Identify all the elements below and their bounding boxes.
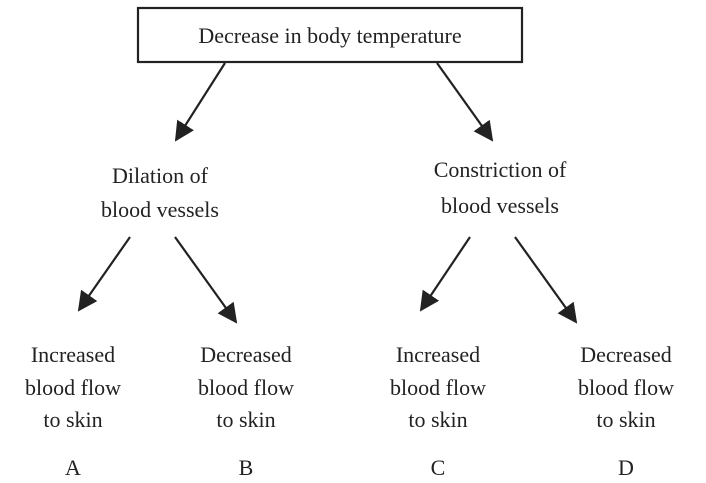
leaf-letter: A: [65, 455, 81, 480]
arrow: [514, 236, 578, 324]
leaf-letter: B: [239, 455, 254, 480]
root-box: [136, 6, 524, 64]
leaf-label: blood flow: [578, 375, 674, 400]
leaf-label: Increased: [31, 342, 115, 367]
arrow: [436, 62, 494, 142]
leaf-label: Decreased: [200, 342, 292, 367]
leaf-label: to skin: [596, 407, 655, 432]
leaf-letter: D: [618, 455, 634, 480]
leaves: Increased blood flow to skin A Decreased bloo…: [25, 342, 674, 480]
leaf-label: blood flow: [390, 375, 486, 400]
leaf-label: blood flow: [25, 375, 121, 400]
branch-label: Constriction of: [434, 157, 567, 182]
arrow: [77, 236, 131, 312]
branch-label: blood vessels: [101, 197, 219, 222]
arrow: [419, 236, 471, 312]
leaf-label: to skin: [408, 407, 467, 432]
arrow: [174, 62, 226, 142]
branch-label: blood vessels: [441, 193, 559, 218]
leaf-label: to skin: [43, 407, 102, 432]
leaf-label: to skin: [216, 407, 275, 432]
leaf-label: Increased: [396, 342, 480, 367]
root-label: Decrease in body temperature: [198, 23, 461, 48]
leaf-letter: C: [431, 455, 446, 480]
arrow: [174, 236, 238, 324]
branch-label: Dilation of: [112, 163, 209, 188]
leaf-label: blood flow: [198, 375, 294, 400]
leaf-label: Decreased: [580, 342, 672, 367]
